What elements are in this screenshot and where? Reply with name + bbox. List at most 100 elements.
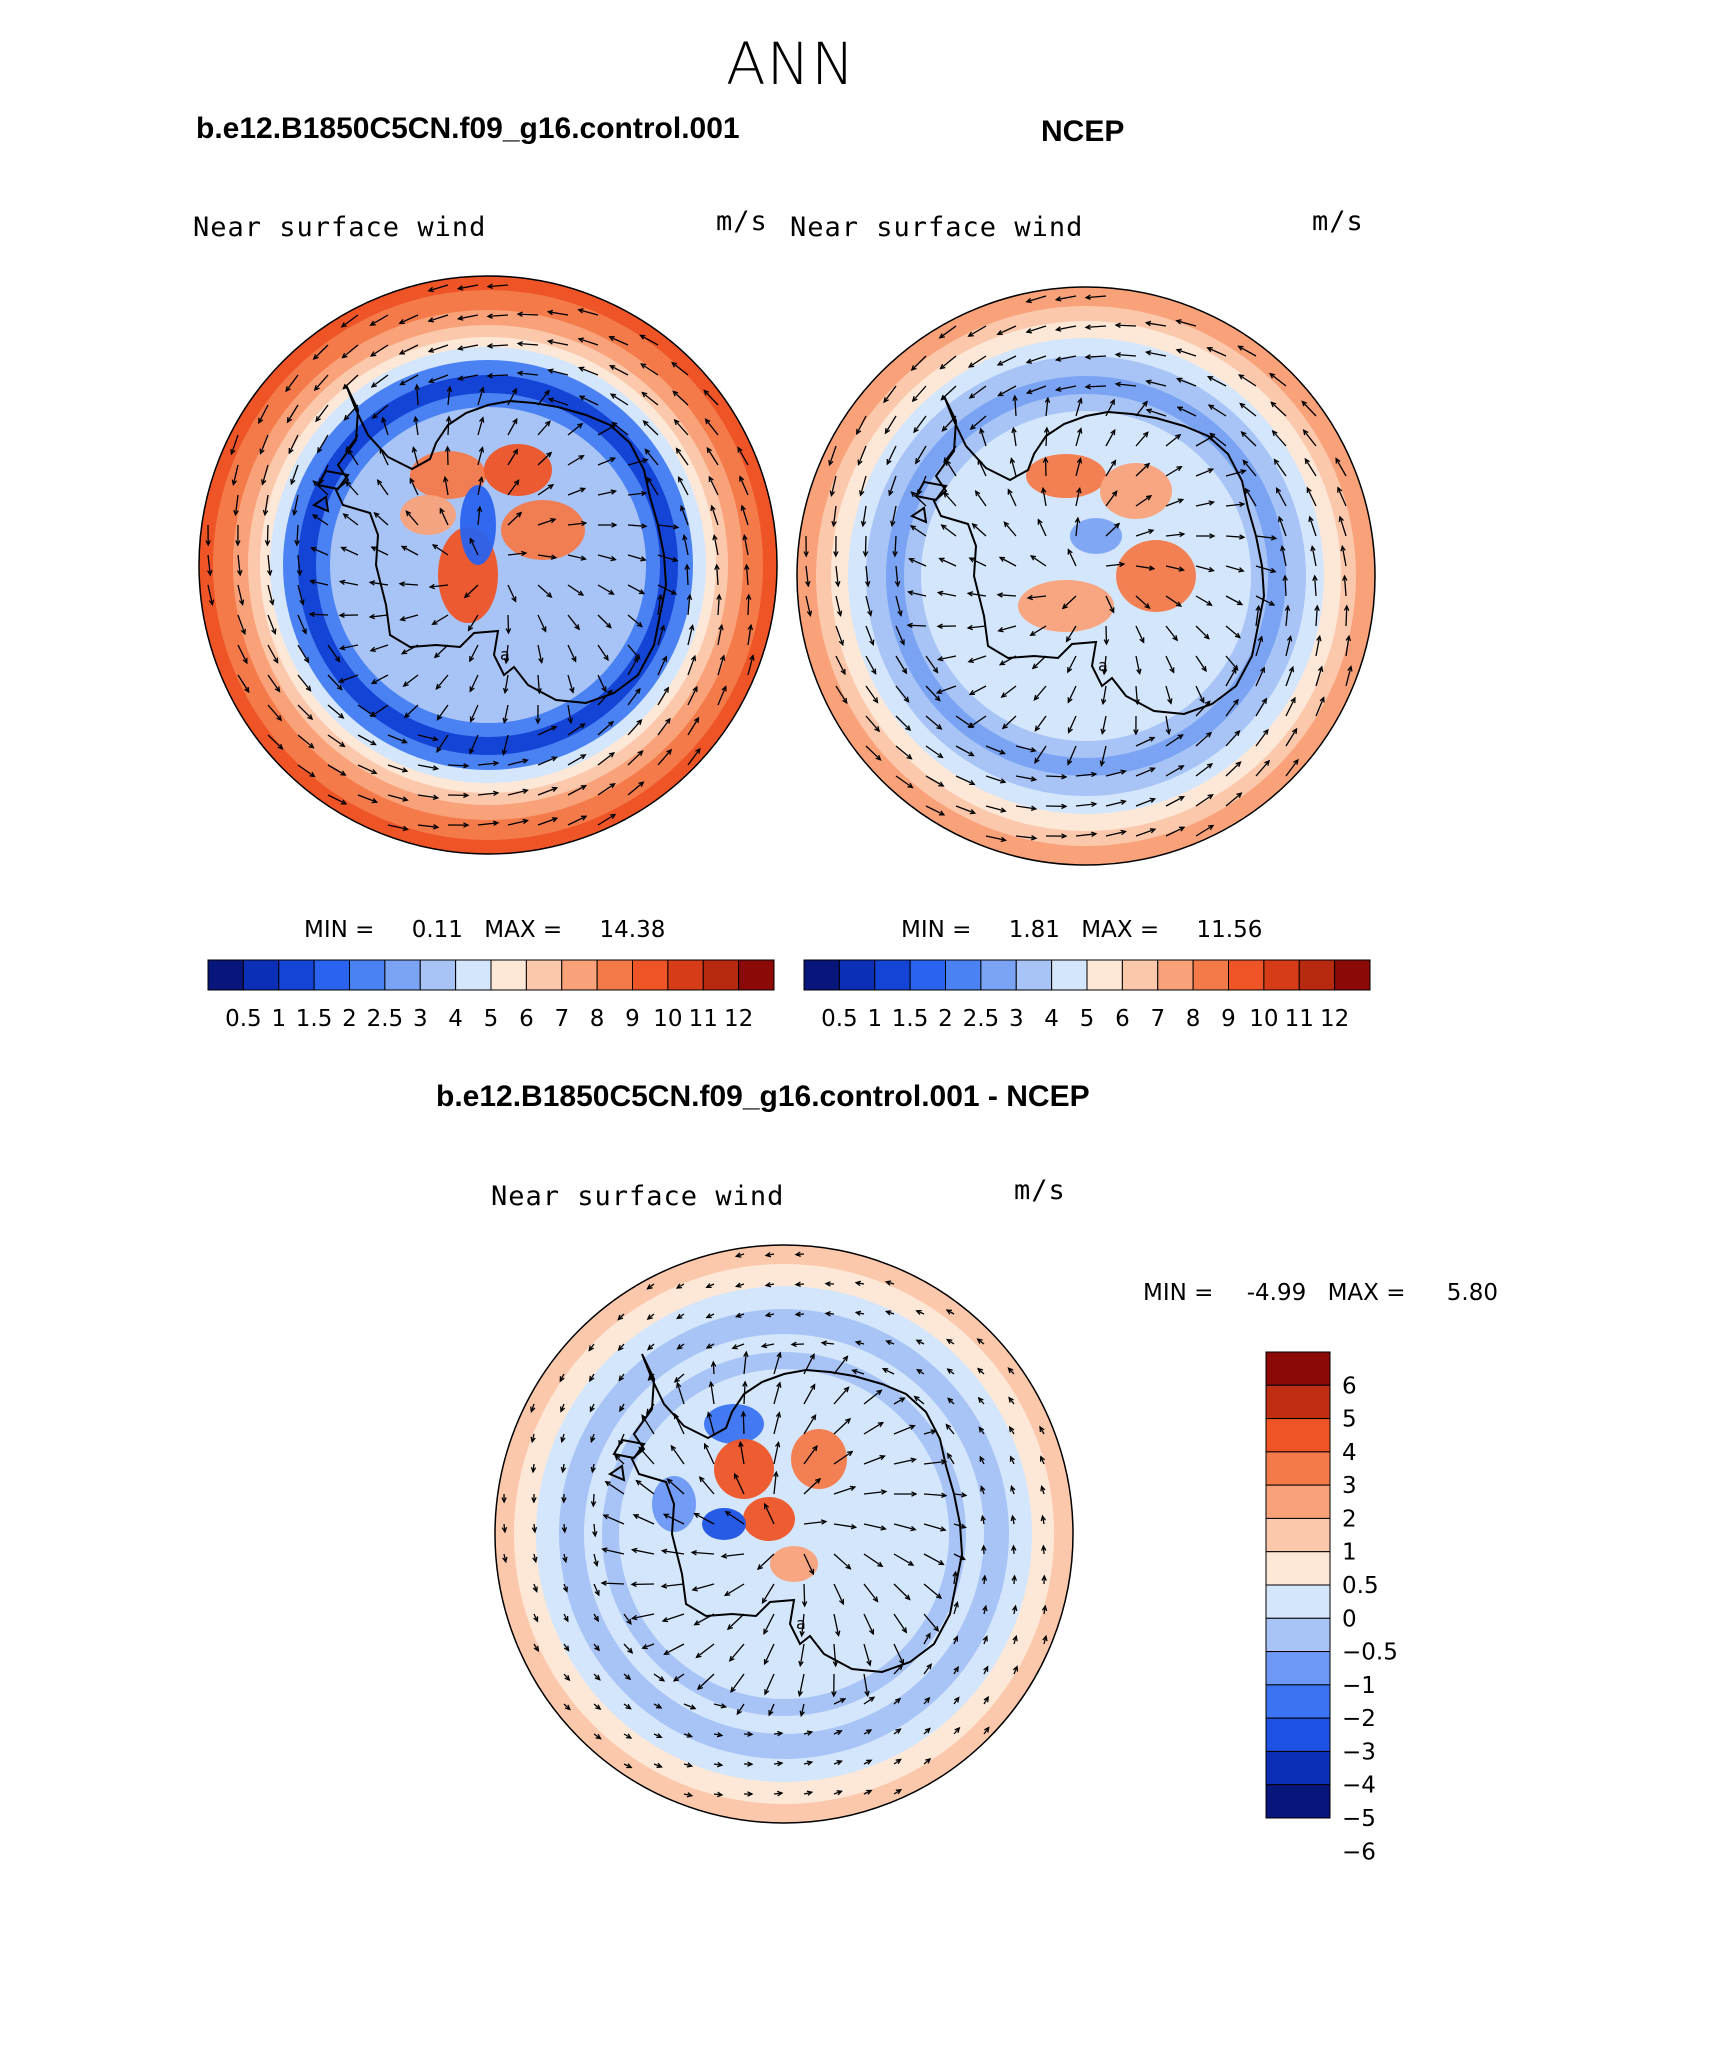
- wind-vector: [297, 674, 312, 692]
- wind-vector: [548, 369, 569, 376]
- antarctic-peninsula-coast: [909, 480, 948, 524]
- wind-vector: [761, 1583, 775, 1604]
- wind-vector-head: [924, 1727, 931, 1734]
- wind-vector-head: [880, 1525, 887, 1531]
- colorbar-tick-label: 1: [867, 1006, 882, 1032]
- wind-vector-head: [1280, 544, 1286, 552]
- wind-vector: [207, 554, 211, 575]
- wind-vector-head: [544, 389, 550, 396]
- wind-vector-head: [910, 365, 917, 372]
- wind-vector-head: [742, 1380, 748, 1387]
- wind-vector-head: [290, 478, 296, 486]
- wind-vector: [567, 723, 585, 736]
- wind-vector: [707, 1412, 715, 1435]
- wind-vector: [1135, 565, 1154, 570]
- wind-vector: [968, 592, 987, 597]
- wind-vector-head: [866, 1759, 873, 1765]
- wind-vector: [1195, 824, 1214, 837]
- wind-vector: [1056, 295, 1077, 301]
- panel2-map: a: [796, 286, 1376, 866]
- wind-vector-head: [875, 754, 882, 761]
- wind-vector: [428, 344, 449, 353]
- colorbar-box: [349, 959, 386, 991]
- wind-vector: [370, 314, 389, 326]
- wind-vector: [865, 565, 869, 586]
- wind-vector: [713, 1703, 726, 1708]
- wind-vector: [803, 1478, 821, 1495]
- wind-vector: [1225, 625, 1241, 638]
- wind-vector: [1015, 775, 1036, 781]
- wind-vector-head: [409, 477, 415, 484]
- wind-vector: [745, 565, 749, 586]
- wind-vector: [830, 475, 837, 496]
- wind-vector-head: [859, 490, 865, 497]
- wind-vector: [955, 745, 974, 757]
- wind-vector: [371, 674, 389, 684]
- wind-vector-head: [431, 619, 438, 626]
- wind-vector: [1165, 655, 1175, 673]
- wind-vector-head: [1206, 762, 1214, 769]
- wind-vector-head: [1110, 459, 1117, 466]
- wind-vector-head: [808, 1568, 815, 1576]
- wind-vector: [297, 584, 304, 605]
- wind-vector-head: [277, 743, 284, 750]
- wind-vector-head: [1114, 381, 1122, 388]
- contour-blob: [410, 451, 486, 499]
- wind-vector-head: [884, 1310, 892, 1316]
- wind-vector: [1100, 745, 1107, 766]
- wind-vector: [762, 1343, 775, 1348]
- wind-vector: [923, 1553, 944, 1565]
- wind-vector-head: [1206, 375, 1214, 382]
- wind-vector: [597, 721, 614, 736]
- wind-vector: [593, 1583, 600, 1596]
- wind-vector: [997, 594, 1017, 597]
- wind-vector: [856, 415, 867, 435]
- wind-vector: [507, 512, 522, 526]
- wind-vector: [997, 325, 1017, 335]
- wind-vector: [925, 715, 942, 730]
- wind-vector: [381, 417, 389, 436]
- wind-vector-head: [1008, 1425, 1015, 1433]
- wind-vector: [893, 1523, 916, 1531]
- wind-vector-head: [1207, 404, 1215, 410]
- wind-vector: [1135, 595, 1150, 609]
- wind-vector-head: [934, 695, 941, 702]
- wind-vector-head: [1067, 759, 1073, 766]
- wind-vector: [258, 404, 269, 424]
- wind-vector: [943, 492, 957, 507]
- wind-vector: [1278, 516, 1287, 537]
- wind-vector-head: [1142, 400, 1148, 407]
- panel3-units-label: m/s: [1014, 1175, 1066, 1206]
- wind-vector: [737, 447, 749, 466]
- wind-vector: [507, 584, 517, 602]
- panel1-variable-label: Near surface wind: [193, 212, 487, 243]
- wind-vector: [537, 518, 556, 526]
- wind-vector-head: [431, 544, 439, 550]
- wind-vector-head: [740, 504, 746, 511]
- wind-vector: [1075, 803, 1096, 807]
- wind-vector: [657, 625, 665, 646]
- wind-vector: [1242, 460, 1257, 477]
- wind-vector: [371, 374, 389, 388]
- wind-vector: [647, 477, 659, 496]
- wind-vector-head: [877, 1421, 885, 1428]
- wind-vector-head: [774, 1441, 781, 1448]
- wind-vector-head: [872, 697, 879, 704]
- wind-vector: [773, 1382, 781, 1405]
- wind-vector: [938, 655, 957, 661]
- wind-vector: [567, 584, 584, 596]
- wind-vector: [1135, 737, 1155, 747]
- wind-vector-head: [1120, 799, 1127, 805]
- wind-vector-head: [1001, 723, 1008, 730]
- wind-vector-head: [1030, 835, 1038, 841]
- wind-vector-head: [1009, 1455, 1015, 1462]
- wind-vector: [1105, 595, 1115, 613]
- wind-vector: [370, 614, 389, 618]
- wind-vector-head: [836, 610, 843, 617]
- wind-vector-head: [737, 446, 743, 453]
- wind-vector: [507, 614, 510, 634]
- wind-vector-head: [925, 1632, 931, 1639]
- wind-vector-head: [1040, 1484, 1046, 1492]
- colorbar-tick-label: −4: [1342, 1773, 1376, 1799]
- wind-vector-head: [400, 649, 408, 655]
